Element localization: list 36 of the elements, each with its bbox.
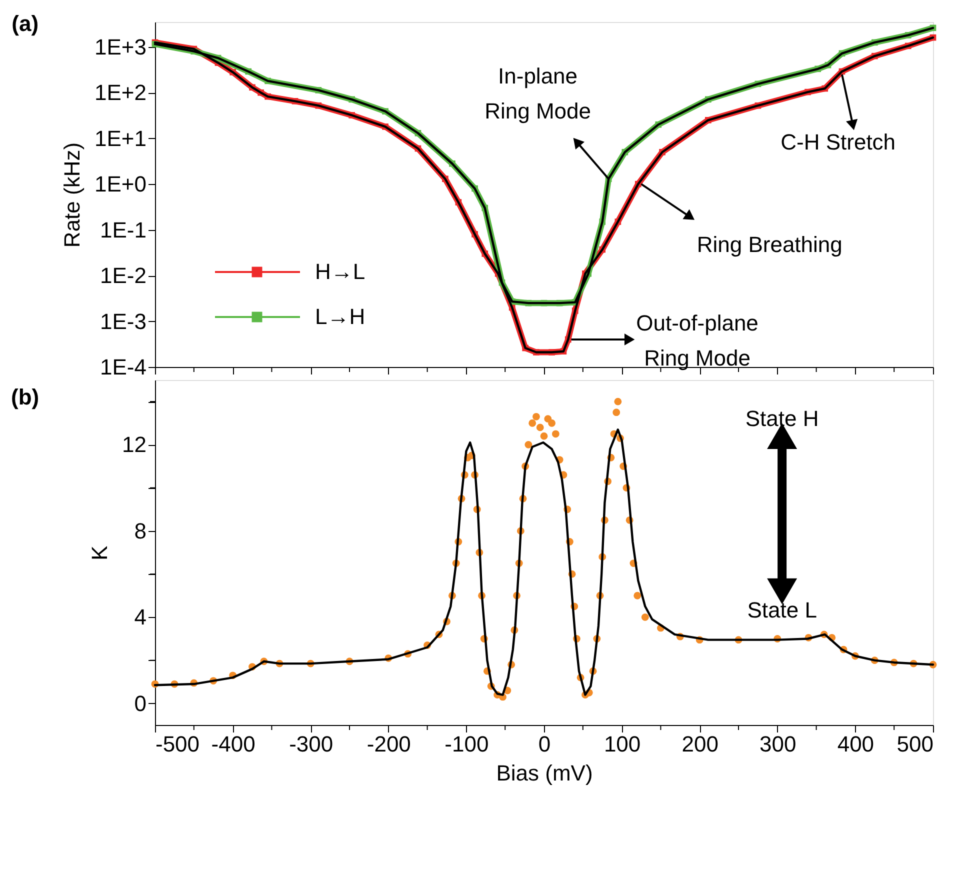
y-axis-title: Rate (kHz) (60, 142, 85, 248)
y-tick-label: 1E+1 (94, 126, 146, 151)
x-tick-label: -100 (444, 732, 489, 756)
annotation: In-plane Ring Mode (484, 63, 591, 124)
y-tick-label: 4 (134, 604, 146, 630)
x-tick-label: 200 (682, 732, 718, 756)
x-tick-label: -400 (211, 732, 256, 756)
y-tick-label: 1E-3 (100, 308, 146, 334)
y-tick-label: 8 (134, 518, 146, 544)
x-tick-label: 100 (604, 732, 641, 756)
legend-label: H→L (315, 259, 366, 284)
annotation: Ring Breathing (696, 232, 842, 257)
x-tick-label: -300 (289, 732, 334, 756)
annotation: C-H Stretch (780, 130, 896, 155)
text: (a) (12, 10, 39, 36)
x-tick-label: 500 (896, 732, 934, 756)
annotation: Out-of-plane Ring Mode (636, 310, 758, 371)
x-axis-title: Bias (mV) (496, 760, 593, 786)
legend-label: L→H (315, 304, 366, 329)
x-tick-label: -200 (366, 732, 411, 756)
annotation: State H (745, 406, 819, 431)
x-tick-label: 400 (837, 732, 874, 756)
y-tick-label: 12 (122, 432, 146, 458)
y-tick-label: 1E-2 (100, 263, 146, 288)
y-tick-label: 1E+3 (94, 34, 146, 60)
x-tick-label: -500 (156, 732, 200, 756)
y-tick-label: 1E-4 (100, 354, 146, 380)
y-tick-label: 1E+2 (94, 80, 146, 106)
y-tick-label: 1E-1 (100, 217, 146, 242)
y-tick-label: 1E+0 (94, 172, 146, 197)
x-tick-label: 0 (538, 732, 551, 756)
x-tick-label: 300 (760, 732, 796, 756)
annotation: State L (747, 598, 817, 623)
text: (b) (11, 384, 40, 410)
y-axis-title: K (87, 545, 112, 560)
y-tick-label: 0 (134, 690, 146, 716)
